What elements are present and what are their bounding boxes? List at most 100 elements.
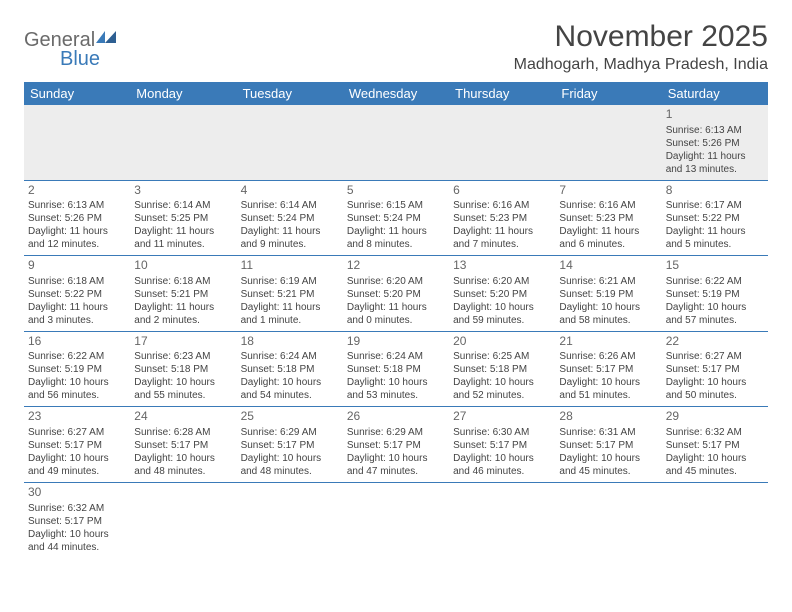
cell-text: Sunset: 5:22 PM <box>666 212 764 225</box>
month-title: November 2025 <box>514 20 768 54</box>
cell-text: Daylight: 10 hours <box>559 452 657 465</box>
cell-text: Sunrise: 6:13 AM <box>28 199 126 212</box>
day-number: 13 <box>453 258 551 274</box>
calendar-cell: 15Sunrise: 6:22 AMSunset: 5:19 PMDayligh… <box>662 256 768 332</box>
cell-text: Sunset: 5:24 PM <box>241 212 339 225</box>
day-number: 4 <box>241 183 339 199</box>
day-header: Friday <box>555 82 661 105</box>
cell-text: and 50 minutes. <box>666 389 764 402</box>
cell-text: Sunrise: 6:21 AM <box>559 275 657 288</box>
cell-text: and 51 minutes. <box>559 389 657 402</box>
day-header-row: Sunday Monday Tuesday Wednesday Thursday… <box>24 82 768 105</box>
calendar-cell <box>130 482 236 557</box>
cell-text: Sunset: 5:19 PM <box>559 288 657 301</box>
cell-text: and 54 minutes. <box>241 389 339 402</box>
calendar-cell <box>343 105 449 180</box>
cell-text: Sunrise: 6:15 AM <box>347 199 445 212</box>
day-number: 6 <box>453 183 551 199</box>
cell-text: Daylight: 11 hours <box>347 225 445 238</box>
calendar-cell: 9Sunrise: 6:18 AMSunset: 5:22 PMDaylight… <box>24 256 130 332</box>
cell-text: Sunrise: 6:22 AM <box>28 350 126 363</box>
cell-text: Daylight: 11 hours <box>28 225 126 238</box>
cell-text: and 0 minutes. <box>347 314 445 327</box>
cell-text: Daylight: 11 hours <box>134 225 232 238</box>
cell-text: Sunset: 5:17 PM <box>559 363 657 376</box>
calendar-row: 23Sunrise: 6:27 AMSunset: 5:17 PMDayligh… <box>24 407 768 483</box>
cell-text: Daylight: 10 hours <box>241 376 339 389</box>
calendar-cell: 5Sunrise: 6:15 AMSunset: 5:24 PMDaylight… <box>343 180 449 256</box>
day-number: 24 <box>134 409 232 425</box>
cell-text: Sunset: 5:23 PM <box>559 212 657 225</box>
cell-text: Sunrise: 6:27 AM <box>28 426 126 439</box>
calendar-cell <box>237 482 343 557</box>
cell-text: and 13 minutes. <box>666 163 764 176</box>
calendar-cell <box>555 105 661 180</box>
calendar-cell: 26Sunrise: 6:29 AMSunset: 5:17 PMDayligh… <box>343 407 449 483</box>
cell-text: Daylight: 11 hours <box>347 301 445 314</box>
day-header: Tuesday <box>237 82 343 105</box>
cell-text: Daylight: 10 hours <box>347 376 445 389</box>
logo-flag-icon <box>96 26 118 49</box>
cell-text: and 2 minutes. <box>134 314 232 327</box>
calendar-cell: 28Sunrise: 6:31 AMSunset: 5:17 PMDayligh… <box>555 407 661 483</box>
day-number: 3 <box>134 183 232 199</box>
cell-text: Sunrise: 6:27 AM <box>666 350 764 363</box>
cell-text: Daylight: 11 hours <box>241 225 339 238</box>
day-number: 21 <box>559 334 657 350</box>
cell-text: Daylight: 10 hours <box>453 452 551 465</box>
cell-text: Sunset: 5:17 PM <box>241 439 339 452</box>
day-number: 25 <box>241 409 339 425</box>
header: GeneralBlue November 2025 Madhogarh, Mad… <box>24 20 768 74</box>
cell-text: Daylight: 10 hours <box>453 376 551 389</box>
title-block: November 2025 Madhogarh, Madhya Pradesh,… <box>514 20 768 74</box>
cell-text: Sunset: 5:18 PM <box>241 363 339 376</box>
day-header: Wednesday <box>343 82 449 105</box>
cell-text: and 12 minutes. <box>28 238 126 251</box>
cell-text: Sunset: 5:25 PM <box>134 212 232 225</box>
calendar-table: Sunday Monday Tuesday Wednesday Thursday… <box>24 82 768 558</box>
day-number: 11 <box>241 258 339 274</box>
cell-text: Daylight: 10 hours <box>134 452 232 465</box>
calendar-cell <box>24 105 130 180</box>
cell-text: and 11 minutes. <box>134 238 232 251</box>
day-number: 12 <box>347 258 445 274</box>
calendar-cell: 6Sunrise: 6:16 AMSunset: 5:23 PMDaylight… <box>449 180 555 256</box>
cell-text: Daylight: 11 hours <box>241 301 339 314</box>
cell-text: and 49 minutes. <box>28 465 126 478</box>
day-number: 1 <box>666 107 764 123</box>
calendar-cell <box>449 105 555 180</box>
calendar-cell: 19Sunrise: 6:24 AMSunset: 5:18 PMDayligh… <box>343 331 449 407</box>
calendar-row: 9Sunrise: 6:18 AMSunset: 5:22 PMDaylight… <box>24 256 768 332</box>
calendar-cell: 11Sunrise: 6:19 AMSunset: 5:21 PMDayligh… <box>237 256 343 332</box>
day-header: Sunday <box>24 82 130 105</box>
cell-text: and 8 minutes. <box>347 238 445 251</box>
cell-text: and 6 minutes. <box>559 238 657 251</box>
day-number: 15 <box>666 258 764 274</box>
calendar-cell: 7Sunrise: 6:16 AMSunset: 5:23 PMDaylight… <box>555 180 661 256</box>
cell-text: Sunset: 5:17 PM <box>134 439 232 452</box>
cell-text: Sunset: 5:17 PM <box>28 515 126 528</box>
calendar-cell <box>555 482 661 557</box>
cell-text: Sunset: 5:20 PM <box>453 288 551 301</box>
cell-text: Sunset: 5:18 PM <box>134 363 232 376</box>
day-number: 7 <box>559 183 657 199</box>
cell-text: and 44 minutes. <box>28 541 126 554</box>
cell-text: and 45 minutes. <box>666 465 764 478</box>
cell-text: Sunrise: 6:20 AM <box>453 275 551 288</box>
cell-text: Sunset: 5:26 PM <box>666 137 764 150</box>
day-number: 26 <box>347 409 445 425</box>
cell-text: Sunset: 5:17 PM <box>666 439 764 452</box>
cell-text: Sunrise: 6:17 AM <box>666 199 764 212</box>
cell-text: Sunset: 5:17 PM <box>347 439 445 452</box>
day-number: 19 <box>347 334 445 350</box>
calendar-cell: 2Sunrise: 6:13 AMSunset: 5:26 PMDaylight… <box>24 180 130 256</box>
calendar-cell: 14Sunrise: 6:21 AMSunset: 5:19 PMDayligh… <box>555 256 661 332</box>
cell-text: and 46 minutes. <box>453 465 551 478</box>
cell-text: Sunrise: 6:14 AM <box>241 199 339 212</box>
cell-text: Daylight: 10 hours <box>134 376 232 389</box>
cell-text: Sunrise: 6:16 AM <box>453 199 551 212</box>
cell-text: Sunrise: 6:26 AM <box>559 350 657 363</box>
cell-text: and 48 minutes. <box>241 465 339 478</box>
cell-text: Sunset: 5:17 PM <box>559 439 657 452</box>
cell-text: Sunset: 5:17 PM <box>453 439 551 452</box>
